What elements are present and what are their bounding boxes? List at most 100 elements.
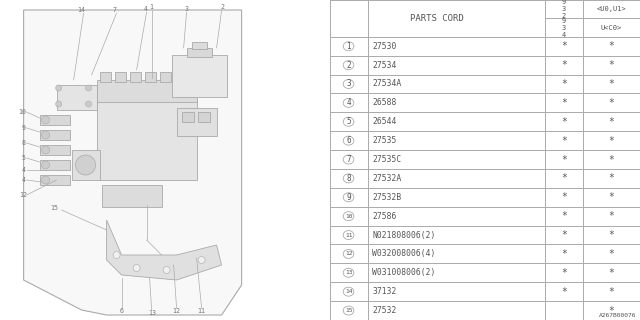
Bar	[182, 112, 193, 122]
Circle shape	[76, 155, 95, 175]
Text: 4: 4	[143, 6, 148, 12]
Bar	[115, 72, 125, 82]
Text: 4: 4	[22, 177, 26, 183]
Text: W032008006(4): W032008006(4)	[372, 249, 436, 259]
Polygon shape	[24, 10, 241, 315]
Circle shape	[113, 252, 120, 259]
Bar	[40, 160, 70, 170]
Text: 13: 13	[148, 310, 157, 316]
Text: *: *	[561, 79, 567, 89]
Text: W031008006(2): W031008006(2)	[372, 268, 436, 277]
Text: 1: 1	[346, 42, 351, 51]
Bar	[198, 112, 209, 122]
Text: *: *	[561, 155, 567, 164]
Text: *: *	[561, 60, 567, 70]
Text: *: *	[609, 230, 614, 240]
Bar	[72, 150, 100, 180]
Text: 26588: 26588	[372, 98, 397, 108]
Text: 12: 12	[173, 308, 180, 314]
Text: *: *	[561, 192, 567, 202]
Text: *: *	[609, 98, 614, 108]
Text: 5: 5	[22, 155, 26, 161]
Circle shape	[42, 161, 50, 169]
Text: 9
3
2: 9 3 2	[562, 0, 566, 19]
Text: *: *	[609, 268, 614, 278]
Text: *: *	[609, 79, 614, 89]
Text: 5: 5	[346, 117, 351, 126]
Bar	[40, 175, 70, 185]
Text: 15: 15	[345, 308, 352, 313]
Bar	[187, 48, 212, 57]
Text: 27534A: 27534A	[372, 79, 401, 89]
Circle shape	[163, 267, 170, 274]
Text: 6: 6	[346, 136, 351, 145]
Text: 10: 10	[345, 214, 352, 219]
Text: 37132: 37132	[372, 287, 397, 296]
Text: 14: 14	[345, 289, 352, 294]
Polygon shape	[107, 220, 221, 280]
Bar	[97, 80, 196, 102]
Text: *: *	[609, 41, 614, 51]
Text: N021808006(2): N021808006(2)	[372, 230, 436, 240]
Bar	[102, 185, 161, 207]
Text: 10: 10	[19, 109, 27, 115]
Text: <U0,U1>: <U0,U1>	[596, 6, 627, 12]
Text: *: *	[561, 173, 567, 183]
Text: 14: 14	[77, 7, 86, 13]
Bar	[159, 72, 171, 82]
Text: 27532B: 27532B	[372, 193, 401, 202]
Text: 27532A: 27532A	[372, 174, 401, 183]
Text: 12: 12	[20, 192, 28, 198]
Text: 11: 11	[198, 308, 205, 314]
Circle shape	[198, 257, 205, 263]
Bar	[40, 130, 70, 140]
Bar	[145, 72, 156, 82]
Text: 26544: 26544	[372, 117, 397, 126]
Circle shape	[42, 146, 50, 154]
Circle shape	[56, 101, 61, 107]
Text: *: *	[561, 211, 567, 221]
Text: 6: 6	[120, 308, 124, 314]
Text: 9: 9	[346, 193, 351, 202]
Text: 4: 4	[22, 167, 26, 173]
Text: *: *	[609, 136, 614, 146]
Text: *: *	[561, 268, 567, 278]
Text: 13: 13	[345, 270, 352, 275]
Text: *: *	[609, 173, 614, 183]
Circle shape	[86, 101, 92, 107]
Text: *: *	[609, 249, 614, 259]
Bar	[175, 72, 186, 82]
Bar	[172, 55, 227, 97]
Bar	[56, 85, 97, 110]
Text: 1: 1	[150, 4, 154, 10]
Text: *: *	[561, 41, 567, 51]
Text: 27530: 27530	[372, 42, 397, 51]
Circle shape	[86, 85, 92, 91]
Bar	[40, 145, 70, 155]
Text: *: *	[561, 98, 567, 108]
Text: U<C0>: U<C0>	[601, 25, 622, 31]
Text: 27534: 27534	[372, 60, 397, 70]
Text: 7: 7	[346, 155, 351, 164]
Text: 12: 12	[345, 252, 352, 256]
Text: A267B00076: A267B00076	[599, 313, 637, 318]
Text: 3: 3	[184, 6, 189, 12]
Bar	[100, 72, 111, 82]
Text: 3: 3	[346, 79, 351, 89]
Text: 27532: 27532	[372, 306, 397, 315]
Text: 4: 4	[346, 98, 351, 108]
Text: 9
3
4: 9 3 4	[562, 18, 566, 38]
Text: *: *	[561, 230, 567, 240]
Text: *: *	[561, 287, 567, 297]
Circle shape	[42, 131, 50, 139]
Text: *: *	[609, 117, 614, 127]
Text: *: *	[561, 249, 567, 259]
Text: 11: 11	[345, 233, 352, 237]
Text: 27535: 27535	[372, 136, 397, 145]
Bar	[129, 72, 141, 82]
Text: 2: 2	[221, 4, 225, 10]
Circle shape	[42, 116, 50, 124]
Text: *: *	[609, 211, 614, 221]
Text: 9: 9	[22, 125, 26, 131]
Text: *: *	[609, 287, 614, 297]
